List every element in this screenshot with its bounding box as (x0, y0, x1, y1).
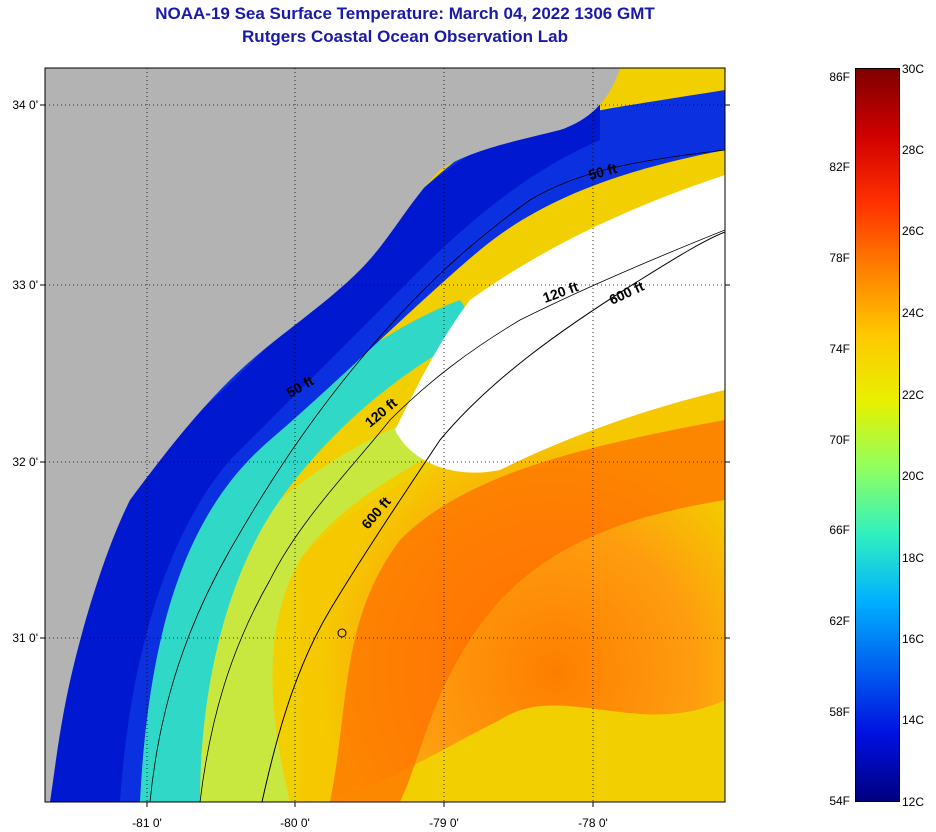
colorbar-f-label: 74F (829, 342, 850, 356)
colorbar-f-label: 66F (829, 523, 850, 537)
lat-label: 33 0' (12, 278, 38, 292)
cold-coastal-inner (45, 100, 600, 802)
isobath-600ft (261, 231, 725, 802)
mid-temp-band (140, 400, 500, 802)
tick-marks (40, 104, 730, 807)
graticule (45, 68, 725, 802)
colorbar-f-label: 58F (829, 705, 850, 719)
warm-band (330, 420, 725, 802)
colorbar-c-label: 22C (902, 388, 925, 402)
colorbar-c-label: 26C (902, 224, 925, 238)
lon-label: -80 0' (280, 816, 310, 830)
lon-label: -78 0' (578, 816, 608, 830)
station-marker (337, 628, 347, 638)
colorbar-c-label: 30C (902, 62, 925, 76)
land (45, 68, 620, 802)
lon-label: -79 0' (429, 816, 459, 830)
colorbar-c-label: 18C (902, 551, 925, 565)
colorbar-c-label: 12C (902, 795, 925, 809)
colorbar-f-label: 62F (829, 614, 850, 628)
title-line-1: NOAA-19 Sea Surface Temperature: March 0… (155, 4, 655, 23)
colorbar-c-label: 14C (902, 713, 925, 727)
lat-label: 34 0' (12, 98, 38, 112)
colorbar-f-label: 82F (829, 160, 850, 174)
lat-label: 32 0' (12, 455, 38, 469)
colorbar-f-label: 86F (829, 70, 850, 84)
cloud-mask (395, 175, 725, 473)
colorbar-c-label: 24C (902, 306, 925, 320)
lat-label: 31 0' (12, 631, 38, 645)
lon-label: -81 0' (132, 816, 162, 830)
contour-label: 50 ft (587, 160, 619, 183)
isobath-120ft (199, 229, 725, 802)
colorbar-c-label: 16C (902, 632, 925, 646)
colorbar-f-label: 78F (829, 251, 850, 265)
cool-band (110, 300, 480, 802)
colorbar-c-label: 28C (902, 143, 925, 157)
isobath-50ft (149, 149, 725, 802)
map-frame (44, 67, 726, 803)
colorbar (855, 68, 900, 802)
colorbar-f-label: 70F (829, 433, 850, 447)
colorbar-f-label: 54F (829, 794, 850, 808)
title-line-2: Rutgers Coastal Ocean Observation Lab (242, 27, 568, 46)
colorbar-c-label: 20C (902, 469, 925, 483)
